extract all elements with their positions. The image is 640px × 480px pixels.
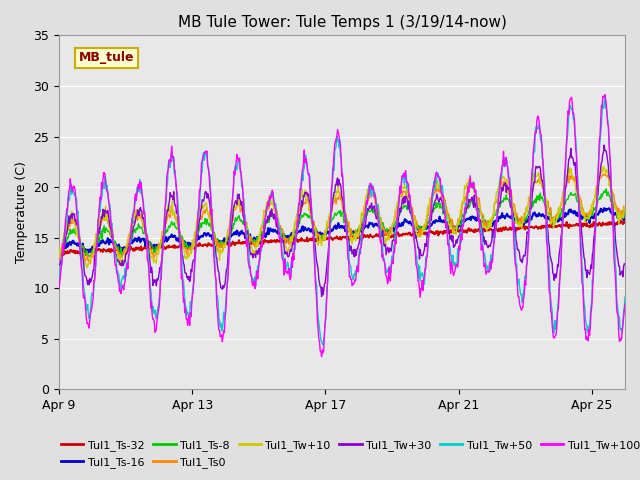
Text: MB_tule: MB_tule xyxy=(79,51,134,64)
Title: MB Tule Tower: Tule Temps 1 (3/19/14-now): MB Tule Tower: Tule Temps 1 (3/19/14-now… xyxy=(178,15,506,30)
Y-axis label: Temperature (C): Temperature (C) xyxy=(15,161,28,264)
Legend: Tul1_Ts-32, Tul1_Ts-16, Tul1_Ts-8, Tul1_Ts0, Tul1_Tw+10, Tul1_Tw+30, Tul1_Tw+50,: Tul1_Ts-32, Tul1_Ts-16, Tul1_Ts-8, Tul1_… xyxy=(57,436,640,472)
